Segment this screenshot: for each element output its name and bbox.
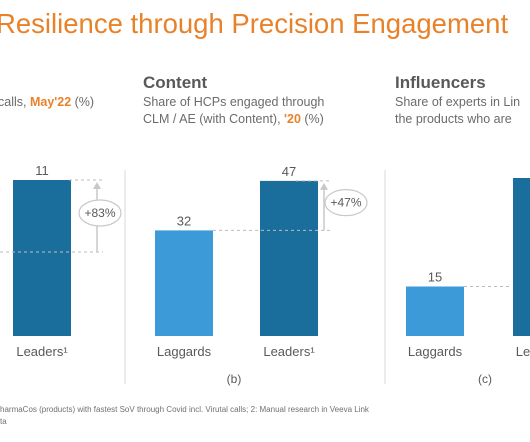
delta-arrow-head xyxy=(320,182,328,190)
panel-b-heading: Content xyxy=(143,73,208,92)
panel-c-subtitle: Share of experts in Lin the products who… xyxy=(395,95,521,126)
bar-value-label: 47 xyxy=(282,164,296,179)
page-title: Resilience through Precision Engagement xyxy=(0,8,509,39)
panel-letter: (b) xyxy=(227,372,242,386)
category-label: Le xyxy=(516,344,530,359)
bar-value-label: 32 xyxy=(177,213,191,228)
bar xyxy=(260,180,318,336)
panel-letter: (c) xyxy=(478,372,492,386)
category-label: Laggards xyxy=(157,344,212,359)
delta-label: +47% xyxy=(330,196,361,210)
category-label: Leaders¹ xyxy=(16,344,68,359)
footnote: harmaCos (products) with fastest SoV thr… xyxy=(0,405,369,426)
delta-badge xyxy=(78,199,122,227)
bar xyxy=(513,178,530,336)
bar-value-label: 15 xyxy=(428,270,442,285)
panel-b-subtitle: Share of HCPs engaged through CLM / AE (… xyxy=(143,95,325,126)
bar xyxy=(155,230,213,336)
bar xyxy=(406,286,464,336)
bar-value-label: 11 xyxy=(35,163,49,178)
bar xyxy=(13,180,71,336)
category-label: Laggards xyxy=(408,344,463,359)
category-label: Leaders¹ xyxy=(263,344,315,359)
delta-arrow-head xyxy=(93,182,101,189)
panel-a-subtitle: calls, May'22 (%) xyxy=(0,95,95,109)
delta-badge xyxy=(324,189,368,217)
panel-c-heading: Influencers xyxy=(395,73,486,92)
delta-label: +83% xyxy=(84,206,115,220)
